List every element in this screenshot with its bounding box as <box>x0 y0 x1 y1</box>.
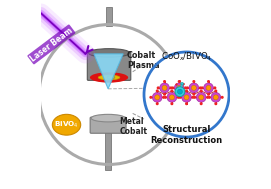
Circle shape <box>191 85 196 90</box>
Circle shape <box>144 52 229 137</box>
Circle shape <box>175 87 185 97</box>
Circle shape <box>39 25 179 164</box>
Ellipse shape <box>52 114 81 135</box>
Circle shape <box>162 85 167 90</box>
Ellipse shape <box>88 49 130 57</box>
Circle shape <box>214 102 217 105</box>
Circle shape <box>175 83 178 86</box>
Circle shape <box>214 89 217 92</box>
Circle shape <box>185 89 188 92</box>
Circle shape <box>199 95 204 100</box>
Text: Cobalt
Plasma: Cobalt Plasma <box>127 51 160 70</box>
FancyBboxPatch shape <box>90 117 126 133</box>
Circle shape <box>169 95 174 100</box>
FancyBboxPatch shape <box>87 52 131 80</box>
Circle shape <box>184 95 189 100</box>
Circle shape <box>170 102 173 105</box>
FancyBboxPatch shape <box>105 132 111 170</box>
Text: BiVO$_4$: BiVO$_4$ <box>54 120 79 130</box>
Circle shape <box>192 80 195 83</box>
Circle shape <box>184 86 187 89</box>
Ellipse shape <box>90 72 128 83</box>
Circle shape <box>177 96 180 99</box>
Circle shape <box>204 83 214 93</box>
Circle shape <box>163 80 166 83</box>
Circle shape <box>200 102 203 105</box>
Circle shape <box>164 96 167 99</box>
Circle shape <box>207 80 210 83</box>
Circle shape <box>177 85 182 90</box>
Circle shape <box>182 92 191 102</box>
Circle shape <box>152 92 162 102</box>
Circle shape <box>179 96 182 99</box>
Circle shape <box>213 86 217 89</box>
Circle shape <box>156 102 159 105</box>
Circle shape <box>196 92 206 102</box>
Circle shape <box>211 92 221 102</box>
Text: Structural
Reconstruction: Structural Reconstruction <box>150 125 222 145</box>
Circle shape <box>156 89 159 92</box>
Circle shape <box>178 80 181 83</box>
Circle shape <box>181 82 183 85</box>
Circle shape <box>189 83 199 93</box>
Circle shape <box>193 96 196 99</box>
Circle shape <box>208 96 211 99</box>
Circle shape <box>192 93 195 96</box>
Circle shape <box>206 96 209 99</box>
Circle shape <box>200 89 203 92</box>
Text: CoO$_x$/BiVO$_4$: CoO$_x$/BiVO$_4$ <box>161 50 212 63</box>
Circle shape <box>157 86 160 89</box>
Circle shape <box>186 86 189 89</box>
Circle shape <box>221 96 224 99</box>
Circle shape <box>191 96 194 99</box>
Ellipse shape <box>98 75 120 80</box>
Circle shape <box>163 93 166 96</box>
Circle shape <box>179 80 181 82</box>
Circle shape <box>171 86 174 89</box>
Circle shape <box>174 83 184 93</box>
Circle shape <box>162 96 165 99</box>
Circle shape <box>155 95 160 100</box>
Circle shape <box>178 93 181 96</box>
Circle shape <box>170 89 173 92</box>
Text: Metal
Cobalt: Metal Cobalt <box>120 117 147 136</box>
Polygon shape <box>94 54 123 89</box>
Circle shape <box>213 95 218 100</box>
Circle shape <box>169 86 172 89</box>
Circle shape <box>178 89 182 94</box>
Circle shape <box>207 93 210 96</box>
Ellipse shape <box>91 114 125 122</box>
Circle shape <box>206 85 211 90</box>
Text: Laser Beam: Laser Beam <box>28 26 74 63</box>
Circle shape <box>183 83 185 85</box>
FancyBboxPatch shape <box>107 7 112 26</box>
Circle shape <box>201 86 204 89</box>
Circle shape <box>199 86 202 89</box>
Circle shape <box>149 96 152 99</box>
Circle shape <box>160 83 169 93</box>
Circle shape <box>185 102 188 105</box>
Circle shape <box>167 92 177 102</box>
